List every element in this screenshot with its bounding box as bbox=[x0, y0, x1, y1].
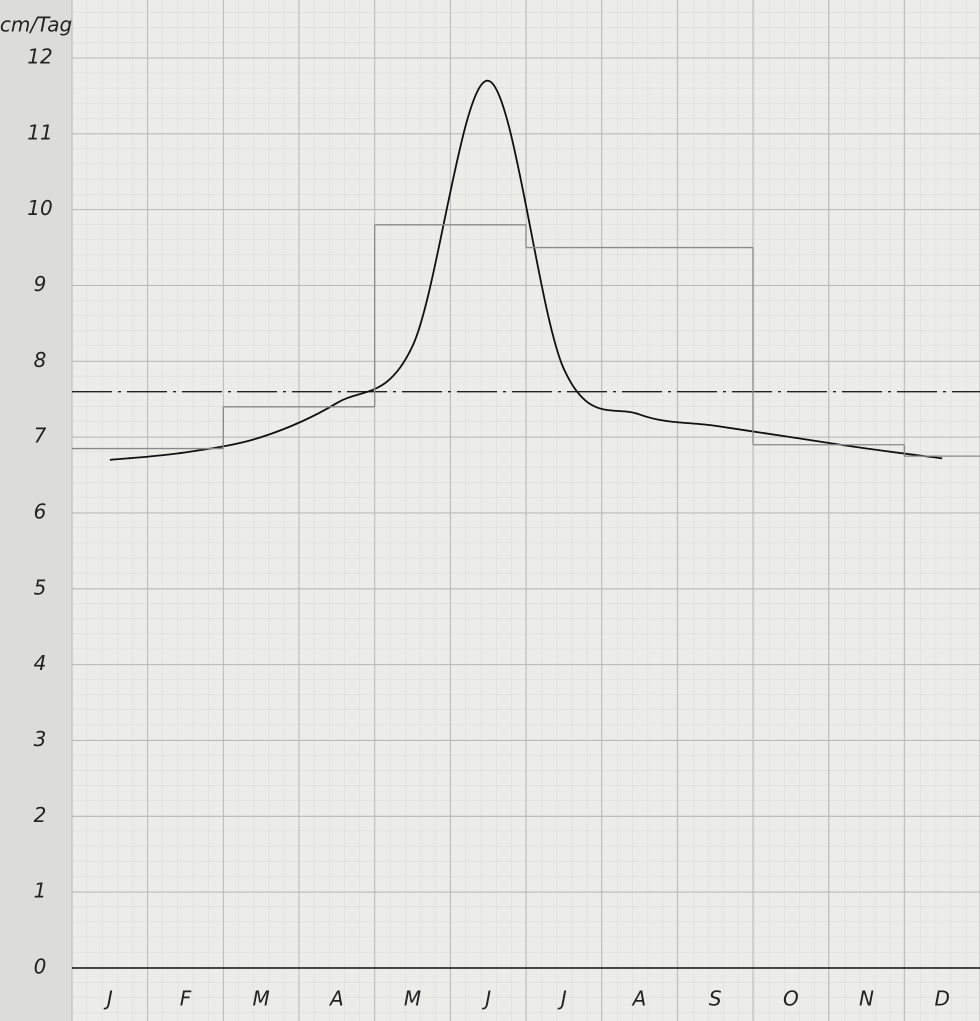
y-tick-label: 5 bbox=[34, 575, 47, 599]
y-tick-label: 1 bbox=[34, 879, 47, 903]
y-tick-label: 9 bbox=[34, 272, 47, 296]
y-tick-label: 3 bbox=[34, 727, 47, 751]
x-tick-label: M bbox=[404, 987, 421, 1011]
x-tick-label: F bbox=[180, 987, 192, 1011]
x-tick-label: S bbox=[709, 987, 722, 1011]
x-tick-label: J bbox=[103, 987, 113, 1011]
x-tick-label: J bbox=[481, 987, 491, 1011]
x-tick-label: O bbox=[783, 987, 799, 1011]
y-tick-label: 10 bbox=[27, 196, 52, 220]
y-axis-label: cm/Tag bbox=[0, 13, 72, 37]
curve bbox=[109, 79, 943, 461]
y-tick-label: 6 bbox=[34, 500, 47, 524]
y-tick-label: 11 bbox=[27, 120, 52, 144]
x-tick-label: A bbox=[328, 987, 344, 1011]
x-tick-label: N bbox=[859, 987, 874, 1011]
y-tick-label: 8 bbox=[34, 348, 47, 372]
x-tick-label: A bbox=[631, 987, 647, 1011]
y-tick-label: 12 bbox=[27, 45, 52, 69]
x-tick-label: M bbox=[253, 987, 270, 1011]
paper-margin bbox=[0, 0, 72, 1021]
y-tick-label: 4 bbox=[34, 651, 47, 675]
x-tick-label: D bbox=[934, 987, 949, 1011]
y-tick-label: 0 bbox=[34, 955, 47, 979]
x-tick-label: J bbox=[557, 987, 567, 1011]
y-tick-label: 7 bbox=[34, 424, 47, 448]
y-tick-label: 2 bbox=[34, 803, 47, 827]
